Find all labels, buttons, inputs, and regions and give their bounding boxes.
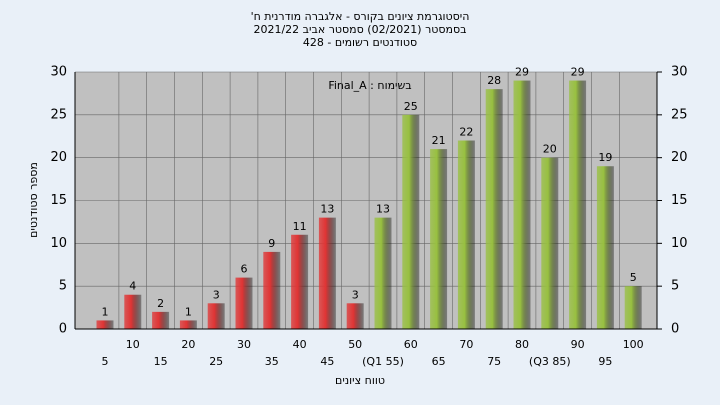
data-label: 2 — [157, 297, 164, 310]
x-tick-label: 25 — [209, 355, 223, 368]
x-tick-label: 60 — [404, 338, 418, 351]
data-label: 1 — [185, 305, 192, 318]
data-label: 22 — [459, 126, 473, 139]
bar — [152, 311, 170, 329]
y-tick-label: 0 — [59, 322, 67, 337]
data-label: 6 — [241, 263, 248, 276]
bar — [318, 217, 336, 329]
bar — [569, 80, 587, 329]
y-tick-label: 30 — [50, 65, 67, 80]
bar — [124, 294, 142, 329]
data-label: 19 — [598, 151, 612, 164]
title-line: בסמסטר (02/2021) סמסטר אביב 2021/22 — [253, 23, 466, 36]
bar — [624, 286, 642, 329]
bar — [513, 80, 531, 329]
x-tick-label: 95 — [598, 355, 612, 368]
bar — [179, 320, 197, 329]
bar — [541, 157, 559, 329]
y2-tick-label: 0 — [671, 322, 679, 337]
y2-tick-label: 20 — [671, 150, 688, 165]
data-label: 20 — [543, 143, 557, 156]
data-label: 29 — [515, 66, 529, 79]
data-label: 29 — [571, 66, 585, 79]
data-label: 5 — [630, 271, 637, 284]
bar — [374, 217, 392, 329]
x-tick-label: 75 — [487, 355, 501, 368]
y2-tick-label: 10 — [671, 236, 688, 251]
data-label: 1 — [102, 305, 109, 318]
x-tick-label: 50 — [348, 338, 362, 351]
x-tick-label: 80 — [515, 338, 529, 351]
x-tick-label: 15 — [154, 355, 168, 368]
y-tick-label: 10 — [50, 236, 67, 251]
bar — [263, 251, 281, 329]
y2-tick-label: 15 — [671, 193, 688, 208]
bar — [346, 303, 364, 329]
x-tick-label: 5 — [102, 355, 109, 368]
y-tick-label: 15 — [50, 193, 67, 208]
annotation: Final_A : בשימוח — [328, 79, 411, 92]
data-label: 25 — [404, 100, 418, 113]
x-tick-label: (Q1 55) — [362, 355, 404, 368]
bar — [207, 303, 225, 329]
title-line: היסטוגרמת ציונים בקורס - אלגברה מודרנית … — [251, 10, 470, 23]
bar — [430, 149, 448, 329]
x-tick-label: 30 — [237, 338, 251, 351]
x-tick-label: 20 — [181, 338, 195, 351]
x-tick-label: 100 — [623, 338, 644, 351]
x-tick-label: 35 — [265, 355, 279, 368]
bar — [291, 234, 309, 329]
x-tick-label: (Q3 85) — [529, 355, 571, 368]
x-tick-label: 10 — [126, 338, 140, 351]
bar — [235, 277, 253, 329]
data-label: 3 — [213, 288, 220, 301]
y-tick-label: 25 — [50, 107, 67, 122]
bar — [96, 320, 114, 329]
x-tick-label: 70 — [459, 338, 473, 351]
x-tick-label: 65 — [432, 355, 446, 368]
y-axis-label: מספר סטודנטים — [27, 162, 40, 238]
bar — [457, 140, 475, 329]
data-label: 13 — [320, 203, 334, 216]
data-label: 3 — [352, 288, 359, 301]
bar — [402, 114, 420, 329]
data-label: 9 — [268, 237, 275, 250]
bar — [485, 89, 503, 329]
data-label: 11 — [293, 220, 307, 233]
y-tick-label: 20 — [50, 150, 67, 165]
data-label: 13 — [376, 203, 390, 216]
y2-tick-label: 5 — [671, 279, 679, 294]
y2-tick-label: 25 — [671, 107, 688, 122]
title-line: סטודנטים רשומים - 428 — [303, 36, 417, 49]
x-axis-label: טווח ציונים — [335, 374, 385, 387]
data-label: 21 — [432, 134, 446, 147]
data-label: 28 — [487, 74, 501, 87]
bar — [596, 166, 614, 329]
y-tick-label: 5 — [59, 279, 67, 294]
x-tick-label: 40 — [293, 338, 307, 351]
x-tick-label: 45 — [320, 355, 334, 368]
data-label: 4 — [129, 280, 136, 293]
y2-tick-label: 30 — [671, 65, 688, 80]
x-tick-label: 90 — [571, 338, 585, 351]
